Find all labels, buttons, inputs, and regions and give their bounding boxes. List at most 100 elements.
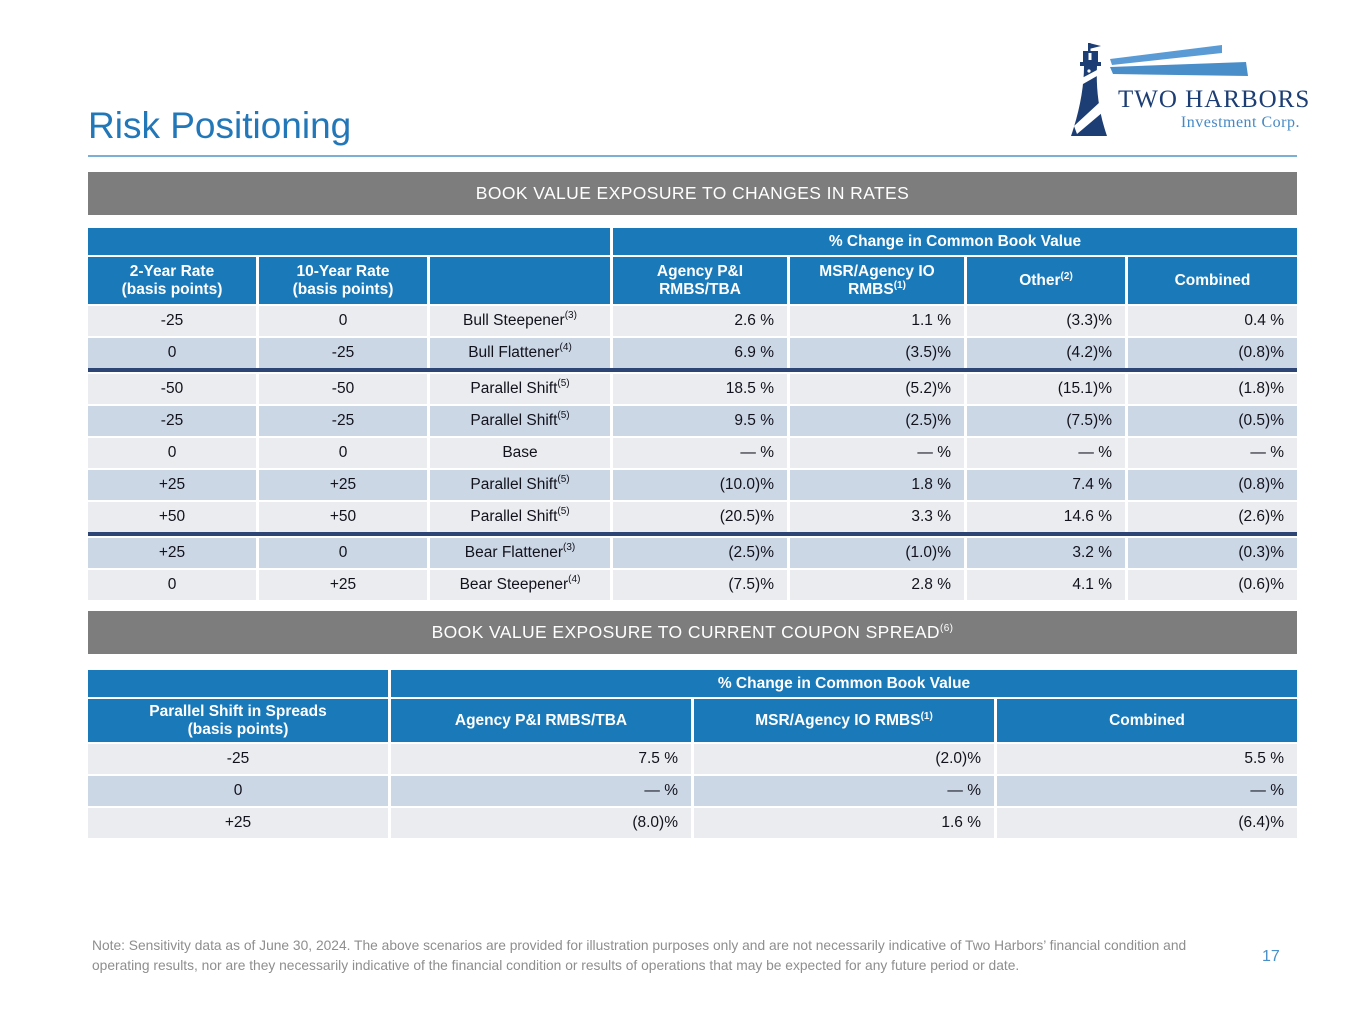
header-line: (basis points) (292, 280, 394, 298)
section-band-spread-title: BOOK VALUE EXPOSURE TO CURRENT COUPON SP… (432, 622, 954, 643)
scenario-label: Bull Steepener (463, 312, 565, 330)
cell-other: 7.4 % (967, 470, 1125, 500)
cell-msr: 3.3 % (790, 502, 964, 532)
title-divider (88, 155, 1297, 157)
header-line: RMBS/TBA (659, 280, 741, 298)
section-band-rates-title: BOOK VALUE EXPOSURE TO CHANGES IN RATES (475, 183, 910, 203)
cell-combined: (2.6)% (1128, 502, 1297, 532)
cell-other: (7.5)% (967, 406, 1125, 436)
logo-subtitle: Investment Corp. (1180, 114, 1300, 131)
cell-shift: 0 (88, 776, 388, 806)
cell-other: (3.3)% (967, 306, 1125, 336)
footnote: Note: Sensitivity data as of June 30, 20… (92, 938, 1187, 973)
col-header-msr: MSR/Agency IO RMBS(1) (790, 257, 964, 304)
cell-scenario: Parallel Shift (5) (430, 374, 610, 404)
scenario-label: Parallel Shift (470, 412, 558, 430)
cell-2yr: -25 (88, 306, 256, 336)
section-band-spread: BOOK VALUE EXPOSURE TO CURRENT COUPON SP… (88, 611, 1297, 654)
cell-agency: (10.0)% (613, 470, 787, 500)
cell-10yr: 0 (259, 438, 427, 468)
group-header-row: % Change in Common Book Value (88, 228, 1297, 255)
cell-other: 3.2 % (967, 538, 1125, 568)
scenario-label: Parallel Shift (470, 476, 558, 494)
cell-10yr: 0 (259, 306, 427, 336)
cell-combined: 0.4 % (1128, 306, 1297, 336)
group-header-cell: % Change in Common Book Value (613, 228, 1297, 255)
cell-agency: 9.5 % (613, 406, 787, 436)
page-title: Risk Positioning (88, 104, 352, 146)
cell-combined: (0.3)% (1128, 538, 1297, 568)
cell-other: (4.2)% (967, 338, 1125, 368)
cell-scenario: Parallel Shift (5) (430, 470, 610, 500)
table-row: +25 +25 Parallel Shift (5) (10.0)% 1.8 % … (88, 470, 1297, 500)
cell-scenario: Bull Flattener (4) (430, 338, 610, 368)
cell-combined: (0.6)% (1128, 570, 1297, 600)
header-text: Other (1019, 271, 1061, 289)
header-line: Parallel Shift in Spreads (149, 702, 327, 720)
header-line: Agency P&I (656, 262, 744, 280)
cell-2yr: -50 (88, 374, 256, 404)
header-text: RMBS (848, 280, 894, 298)
cell-msr: (5.2)% (790, 374, 964, 404)
col-header-10yr: 10-Year Rate (basis points) (259, 257, 427, 304)
cell-combined: (0.5)% (1128, 406, 1297, 436)
cell-combined: (0.8)% (1128, 470, 1297, 500)
cell-agency: — % (613, 438, 787, 468)
cell-combined: 5.5 % (997, 744, 1297, 774)
table-row: -25 7.5 % (2.0)% 5.5 % (88, 744, 1297, 774)
table-row: -25 0 Bull Steepener (3) 2.6 % 1.1 % (3.3… (88, 306, 1297, 336)
cell-10yr: +25 (259, 470, 427, 500)
header-line: (basis points) (121, 280, 223, 298)
page-number: 17 (1262, 948, 1280, 965)
table-row: 0 — % — % — % (88, 776, 1297, 806)
blank-header-cell (88, 228, 610, 255)
scenario-label: Parallel Shift (470, 508, 558, 526)
cell-msr: — % (694, 776, 994, 806)
lighthouse-icon (1071, 43, 1248, 136)
company-logo: TWO HARBORS Investment Corp. (1070, 42, 1311, 138)
cell-other: 4.1 % (967, 570, 1125, 600)
table-row: 0 0 Base — % — % — % — % (88, 438, 1297, 468)
col-header-combined: Combined (997, 699, 1297, 742)
header-text: MSR/Agency IO RMBS (755, 711, 921, 729)
cell-combined: — % (997, 776, 1297, 806)
header-line: Other(2) (1019, 271, 1073, 290)
col-header-other: Other(2) (967, 257, 1125, 304)
cell-10yr: -25 (259, 406, 427, 436)
spread-table: % Change in Common Book Value Parallel S… (88, 670, 1297, 840)
table-row: 0 +25 Bear Steepener (4) (7.5)% 2.8 % 4.1… (88, 570, 1297, 600)
rates-table: % Change in Common Book Value 2-Year Rat… (88, 228, 1297, 602)
header-line: MSR/Agency IO RMBS(1) (755, 710, 933, 730)
header-line: 10-Year Rate (296, 262, 390, 280)
cell-msr: 2.8 % (790, 570, 964, 600)
scenario-label: Parallel Shift (470, 380, 558, 398)
blank-header-cell (88, 670, 388, 697)
cell-10yr: -25 (259, 338, 427, 368)
header-line: MSR/Agency IO (819, 262, 935, 280)
table-row: -25 -25 Parallel Shift (5) 9.5 % (2.5)% (… (88, 406, 1297, 436)
cell-other: (15.1)% (967, 374, 1125, 404)
header-line: RMBS(1) (848, 280, 906, 299)
cell-agency: — % (391, 776, 691, 806)
superscript: (1) (920, 710, 933, 722)
table-row: -50 -50 Parallel Shift (5) 18.5 % (5.2)% … (88, 374, 1297, 404)
section-band-rates: BOOK VALUE EXPOSURE TO CHANGES IN RATES (88, 172, 1297, 215)
cell-shift: -25 (88, 744, 388, 774)
table-row: 0 -25 Bull Flattener (4) 6.9 % (3.5)% (4.… (88, 338, 1297, 368)
cell-combined: (1.8)% (1128, 374, 1297, 404)
scenario-label: Bull Flattener (468, 344, 560, 362)
band-text: BOOK VALUE EXPOSURE TO CURRENT COUPON SP… (431, 622, 940, 642)
superscript: (6) (939, 623, 954, 635)
cell-2yr: 0 (88, 438, 256, 468)
cell-msr: 1.6 % (694, 808, 994, 838)
cell-msr: (2.5)% (790, 406, 964, 436)
table-row: +25 0 Bear Flattener (3) (2.5)% (1.0)% 3.… (88, 538, 1297, 568)
cell-msr: (1.0)% (790, 538, 964, 568)
logo-company-name: TWO HARBORS (1118, 86, 1311, 113)
cell-2yr: -25 (88, 406, 256, 436)
table-row: +50 +50 Parallel Shift (5) (20.5)% 3.3 % … (88, 502, 1297, 532)
group-header-row: % Change in Common Book Value (88, 670, 1297, 697)
cell-2yr: +25 (88, 538, 256, 568)
table-row: +25 (8.0)% 1.6 % (6.4)% (88, 808, 1297, 838)
